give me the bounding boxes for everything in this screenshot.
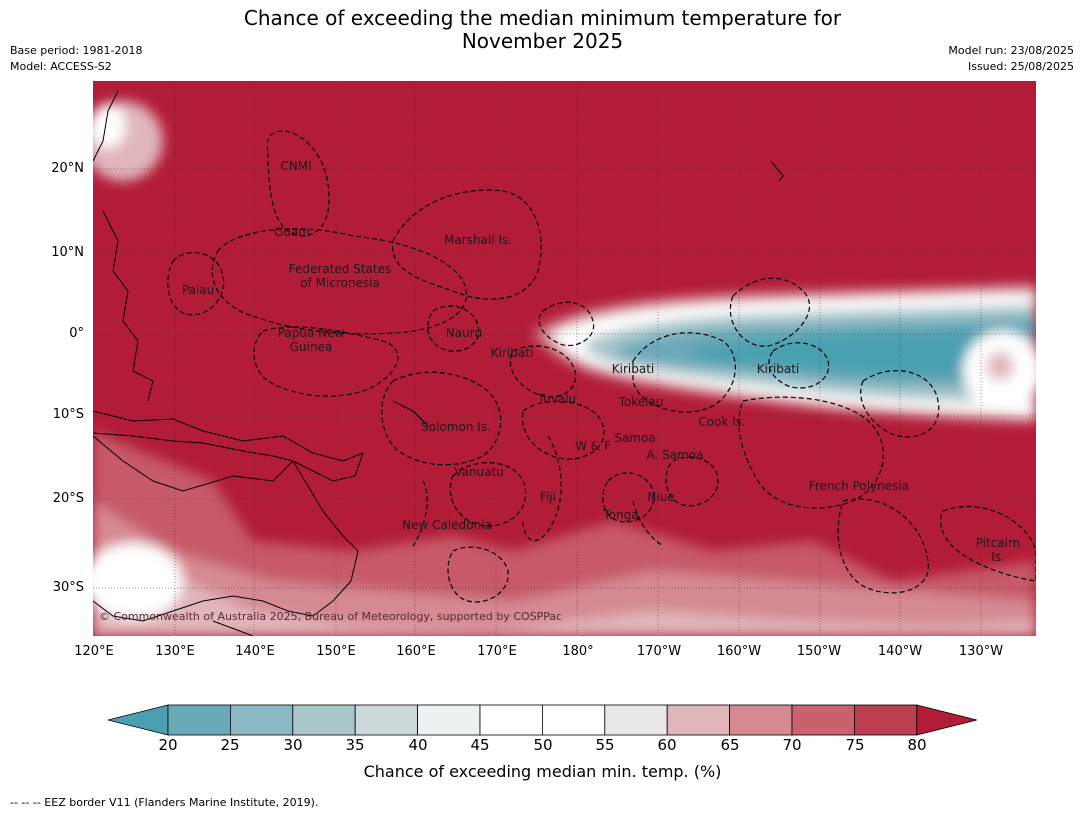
label-kiribati-west: Kiribati (490, 346, 534, 360)
label-micronesia-line-2: of Micronesia (300, 276, 380, 290)
colorbar-segment (854, 704, 918, 736)
title-line-1: Chance of exceeding the median minimum t… (243, 6, 842, 30)
colorbar-tick-60: 60 (657, 736, 677, 754)
label-fiji: Fiji (539, 490, 557, 504)
colorbar-segment (479, 704, 543, 736)
colorbar-label: Chance of exceeding median min. temp. (%… (363, 762, 722, 781)
colorbar-extend-high (916, 704, 977, 736)
label-pitcairn-line-1: Pitcairn (975, 536, 1021, 550)
colorbar-segment (292, 704, 356, 736)
colorbar-svg (107, 704, 977, 736)
colorbar-segment (666, 704, 731, 736)
colorbar-extend-low (107, 704, 169, 736)
label-pitcairn: Pitcairn Is. (976, 536, 1021, 564)
lon-label-160e: 160°E (396, 644, 436, 659)
colorbar-segment (167, 704, 231, 736)
colorbar-segment (417, 704, 481, 736)
label-kiribati-central: Kiribati (611, 362, 655, 376)
label-vanuatu: Vanuatu (454, 465, 504, 479)
colorbar-tick-50: 50 (533, 736, 553, 754)
lat-label-10s: 10°S (52, 407, 84, 422)
lon-label-140w: 140°W (877, 644, 923, 659)
label-samoa: Samoa (614, 431, 656, 445)
colorbar-tick-80: 80 (907, 736, 927, 754)
label-tuvalu: Tuvalu (537, 392, 577, 406)
subtropical-bands (93, 101, 1036, 636)
lon-label-150w: 150°W (796, 644, 842, 659)
label-papua-new-guinea: Papua New Guinea (278, 326, 345, 354)
lon-label-130e: 130°E (155, 644, 195, 659)
graticule (93, 81, 1036, 636)
coastlines (93, 90, 784, 636)
colorbar-tick-45: 45 (470, 736, 490, 754)
label-micronesia-line-1: Federated States (288, 262, 392, 276)
colorbar-segment (354, 704, 418, 736)
label-nauru: Nauru (445, 326, 483, 340)
lon-label-140e: 140°E (235, 644, 275, 659)
lon-label-170e: 170°E (477, 644, 517, 659)
label-american-samoa: A. Samoa (646, 448, 704, 462)
meta-left: Base period: 1981-2018 Model: ACCESS-S2 (10, 43, 142, 75)
label-tonga: Tonga (603, 508, 639, 522)
label-new-caledonia: New Caledonia (402, 518, 492, 532)
colorbar-tick-30: 30 (283, 736, 303, 754)
label-palau: Palau (181, 283, 215, 297)
lon-label-130w: 130°W (958, 644, 1004, 659)
label-wallis-futuna: W & F (575, 439, 611, 453)
colorbar-segment (729, 704, 793, 736)
label-solomon-islands: Solomon Is. (421, 420, 491, 434)
colorbar-tick-65: 65 (720, 736, 740, 754)
map-panel (93, 81, 1036, 636)
colorbar-tick-40: 40 (408, 736, 428, 754)
model-name: Model: ACCESS-S2 (10, 60, 112, 73)
map-title: Chance of exceeding the median minimum t… (0, 7, 1085, 53)
map-svg (93, 81, 1036, 636)
colorbar-tick-70: 70 (782, 736, 802, 754)
colorbar-segment (230, 704, 294, 736)
colorbar (107, 704, 978, 736)
base-period: Base period: 1981-2018 (10, 44, 143, 57)
colorbar-segment (791, 704, 855, 736)
label-png-line-2: Guinea (289, 340, 333, 354)
label-pitcairn-line-2: Is. (991, 550, 1005, 564)
meta-right: Model run: 23/08/2025 Issued: 25/08/2025 (948, 43, 1074, 75)
cold-tongue (533, 284, 1036, 423)
eez-borders (167, 130, 1036, 603)
label-cook-islands: Cook Is. (698, 415, 746, 429)
lat-label-20n: 20°N (51, 161, 84, 176)
model-run: Model run: 23/08/2025 (948, 44, 1074, 57)
label-marshall-islands: Marshall Is. (444, 233, 512, 247)
issued-date: Issued: 25/08/2025 (967, 60, 1074, 73)
label-tokelau: Tokelau (618, 395, 664, 409)
title-line-2: November 2025 (461, 29, 624, 53)
lon-label-150e: 150°E (316, 644, 356, 659)
label-cnmi: CNMI (280, 159, 312, 173)
lat-label-20s: 20°S (52, 491, 84, 506)
colorbar-tick-20: 20 (158, 736, 178, 754)
label-png-line-1: Papua New (277, 326, 345, 340)
label-micronesia: Federated States of Micronesia (289, 262, 391, 290)
lon-label-120e: 120°E (74, 644, 114, 659)
lon-label-170w: 170°W (636, 644, 682, 659)
eez-border-note: -- -- -- EEZ border V11 (Flanders Marine… (10, 796, 319, 809)
colorbar-segment (541, 704, 606, 736)
copyright-notice: © Commonwealth of Australia 2025, Bureau… (99, 610, 563, 623)
colorbar-tick-25: 25 (220, 736, 240, 754)
lat-label-10n: 10°N (51, 245, 84, 260)
label-niue: Niue (647, 490, 675, 504)
label-french-polynesia: French Polynesia (808, 479, 910, 493)
colorbar-tick-75: 75 (845, 736, 865, 754)
lon-label-180: 180° (562, 644, 594, 659)
colorbar-tick-35: 35 (345, 736, 365, 754)
lat-label-30s: 30°S (52, 580, 84, 595)
colorbar-tick-55: 55 (595, 736, 615, 754)
label-guam: Guam (274, 225, 310, 239)
colorbar-segment (604, 704, 668, 736)
lon-label-160w: 160°W (716, 644, 762, 659)
label-kiribati-east: Kiribati (756, 362, 800, 376)
lat-label-0: 0° (69, 326, 84, 341)
